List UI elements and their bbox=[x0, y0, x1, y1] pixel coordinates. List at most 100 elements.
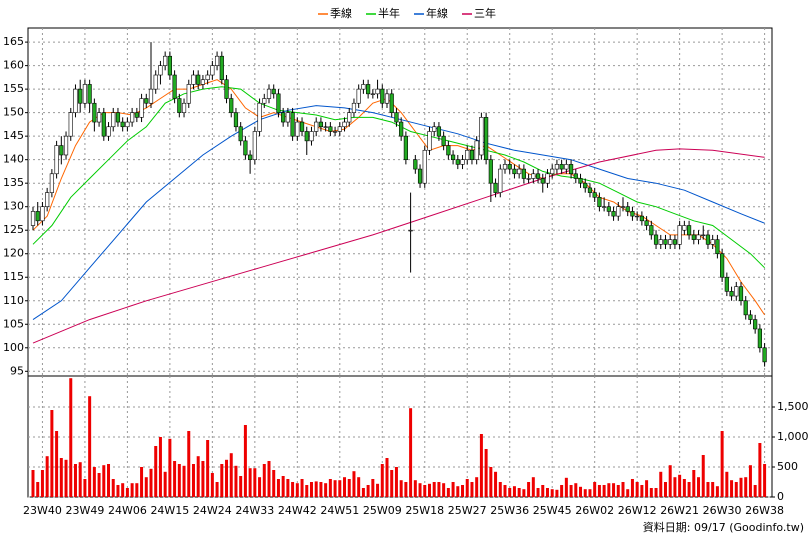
volume-bar bbox=[281, 476, 285, 497]
candle-body bbox=[625, 206, 630, 212]
volume-bar bbox=[187, 431, 191, 497]
candle-body bbox=[710, 239, 715, 245]
volume-bar bbox=[140, 467, 144, 497]
volume-bar bbox=[512, 486, 516, 497]
candle-body bbox=[375, 88, 380, 95]
candle-body bbox=[465, 149, 470, 160]
candle-body bbox=[332, 131, 338, 133]
candle-body bbox=[521, 168, 526, 179]
candle-body bbox=[30, 211, 36, 226]
volume-bar bbox=[673, 477, 677, 497]
volume-bar bbox=[479, 434, 483, 497]
candle-body bbox=[49, 173, 54, 193]
legend-label: 年線 bbox=[426, 6, 448, 20]
candle-body bbox=[380, 88, 385, 104]
volume-bar bbox=[154, 446, 158, 497]
candle-body bbox=[672, 239, 678, 245]
x-tick-label: 23W40 bbox=[23, 504, 62, 517]
candle-body bbox=[653, 234, 659, 245]
candle-body bbox=[583, 182, 588, 189]
candle-body bbox=[620, 206, 626, 208]
volume-bar bbox=[338, 480, 342, 497]
candle-body bbox=[526, 178, 531, 180]
volume-bar bbox=[69, 378, 73, 497]
volume-bar bbox=[300, 479, 304, 497]
candle-body bbox=[243, 140, 248, 156]
x-tick-label: 26W38 bbox=[745, 504, 784, 517]
volume-bar bbox=[182, 465, 186, 497]
volume-bar bbox=[347, 479, 351, 497]
candle-body bbox=[474, 140, 479, 160]
volume-bar bbox=[465, 479, 469, 497]
candle-body bbox=[484, 117, 489, 160]
x-tick-label: 25W18 bbox=[405, 504, 444, 517]
candle-body bbox=[295, 121, 300, 137]
volume-bar bbox=[191, 464, 195, 497]
candle-body bbox=[630, 211, 635, 217]
volume-bar bbox=[234, 465, 238, 497]
volume-bar bbox=[748, 465, 752, 497]
volume-bar bbox=[149, 468, 153, 497]
volume-bar bbox=[758, 443, 762, 497]
legend-label: 三年 bbox=[474, 6, 496, 20]
volume-bar bbox=[687, 482, 691, 497]
candle-body bbox=[564, 164, 569, 170]
candle-body bbox=[366, 84, 371, 95]
candle-body bbox=[181, 102, 187, 113]
candle-body bbox=[616, 206, 621, 217]
candle-body bbox=[644, 220, 649, 226]
candle-body bbox=[115, 112, 121, 123]
volume-bar bbox=[541, 485, 545, 497]
volume-bar bbox=[361, 488, 365, 497]
volume-bar bbox=[64, 459, 68, 497]
volume-bar bbox=[97, 473, 101, 497]
volume-bar bbox=[55, 431, 59, 497]
candle-body bbox=[417, 168, 423, 184]
volume-bar bbox=[616, 485, 620, 497]
y-tick-label: 110 bbox=[3, 294, 24, 307]
volume-bar bbox=[692, 470, 696, 497]
volume-bar bbox=[437, 482, 441, 497]
volume-bar bbox=[295, 483, 299, 497]
candle-body bbox=[167, 55, 172, 76]
x-tick-label: 24W51 bbox=[320, 504, 359, 517]
volume-bar bbox=[701, 455, 705, 497]
x-tick-label: 25W36 bbox=[490, 504, 529, 517]
candle-body bbox=[469, 149, 475, 160]
volume-bar bbox=[446, 488, 450, 497]
y-tick-label: 130 bbox=[3, 200, 24, 213]
volume-bar bbox=[92, 467, 96, 497]
candle-body bbox=[545, 173, 550, 184]
x-tick-label: 26W30 bbox=[703, 504, 742, 517]
candle-body bbox=[200, 79, 206, 85]
candle-body bbox=[299, 121, 305, 132]
volume-bar bbox=[116, 485, 120, 497]
source-note: 資料日期: 09/17 (Goodinfo.tw) bbox=[643, 520, 804, 534]
candle-body bbox=[479, 117, 484, 156]
candle-body bbox=[323, 126, 328, 128]
volume-bar bbox=[451, 482, 455, 497]
candle-body bbox=[337, 126, 342, 132]
candle-body bbox=[753, 319, 758, 330]
y2-tick-label: 1,000 bbox=[777, 430, 808, 443]
candle-body bbox=[587, 187, 593, 193]
volume-bar bbox=[215, 482, 219, 497]
y-tick-label: 125 bbox=[3, 223, 24, 236]
candle-body bbox=[276, 93, 281, 113]
volume-bar bbox=[456, 486, 460, 497]
candle-body bbox=[266, 88, 272, 99]
volume-bar bbox=[168, 438, 172, 497]
x-tick-label: 26W21 bbox=[660, 504, 699, 517]
volume-bar bbox=[73, 464, 77, 497]
y2-tick-label: 1,500 bbox=[777, 400, 808, 413]
candle-body bbox=[186, 84, 191, 104]
candle-body bbox=[134, 112, 139, 118]
volume-bar bbox=[206, 440, 210, 497]
volume-bar bbox=[763, 464, 767, 497]
candle-body bbox=[158, 65, 163, 76]
volume-bar bbox=[753, 485, 757, 497]
candle-body bbox=[370, 93, 375, 95]
volume-bar bbox=[531, 477, 535, 497]
volume-bar bbox=[220, 464, 224, 497]
